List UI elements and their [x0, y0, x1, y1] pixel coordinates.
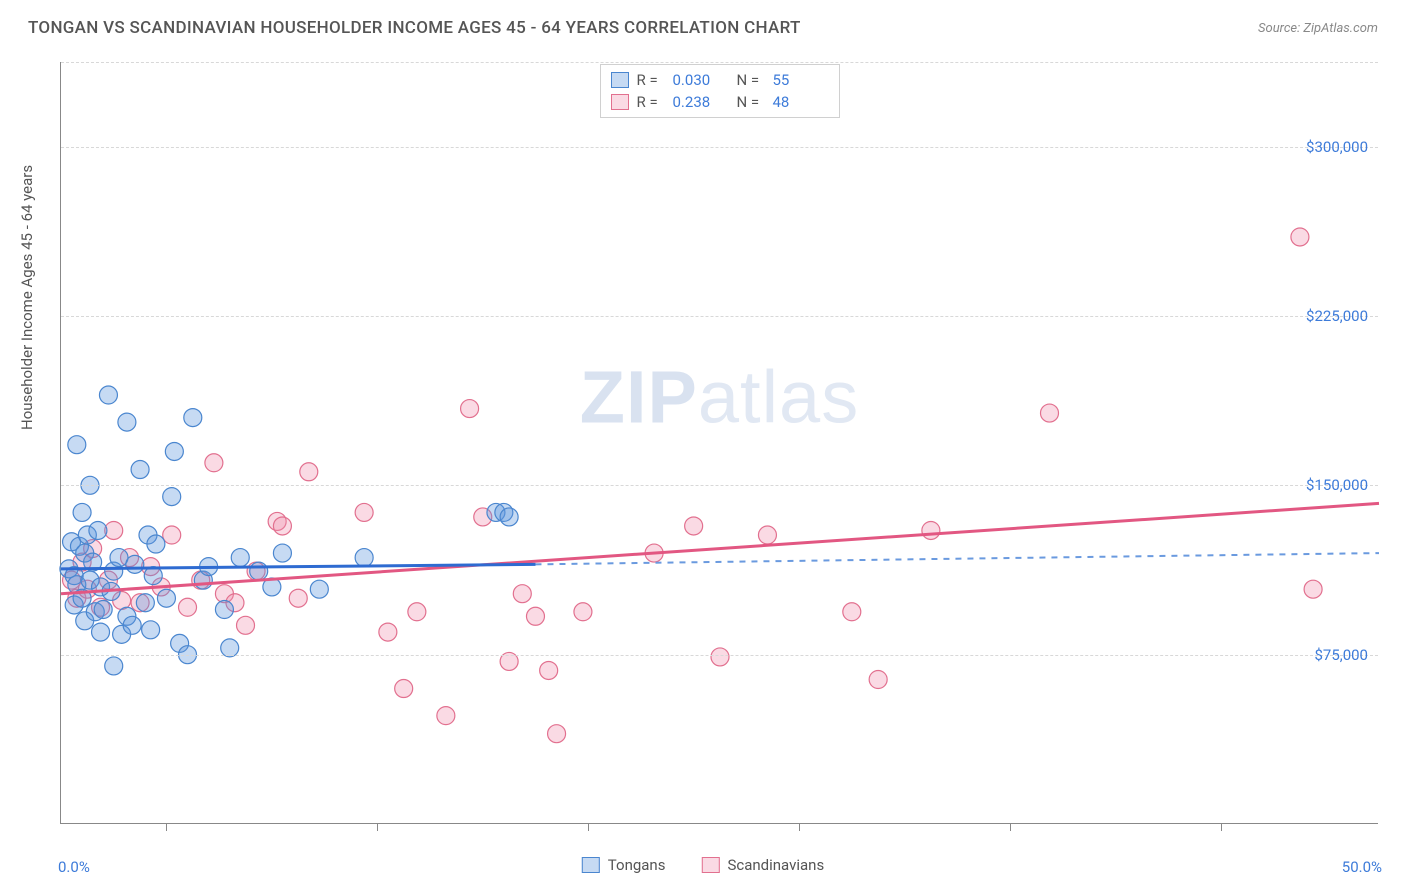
n-label: N = — [737, 71, 765, 89]
x-axis-min-label: 0.0% — [58, 858, 90, 876]
n-value: 48 — [773, 93, 829, 111]
x-tick — [588, 823, 589, 831]
gridline — [61, 485, 1378, 486]
gridline — [61, 62, 1378, 63]
x-tick — [377, 823, 378, 831]
trendline-pink — [61, 503, 1379, 593]
scatter-point-blue — [163, 488, 181, 506]
scatter-point-pink — [273, 517, 291, 535]
scatter-point-pink — [289, 589, 307, 607]
legend-swatch — [611, 72, 629, 88]
legend-series-item: Scandinavians — [701, 856, 824, 874]
r-label: R = — [637, 93, 665, 111]
legend-swatch — [701, 857, 719, 873]
scatter-point-blue — [142, 621, 160, 639]
legend-stats-row: R = 0.238 N = 48 — [611, 91, 829, 113]
scatter-point-pink — [548, 725, 566, 743]
scatter-point-pink — [355, 503, 373, 521]
scatter-point-pink — [437, 707, 455, 725]
scatter-point-blue — [310, 580, 328, 598]
y-tick-label: $225,000 — [1306, 307, 1368, 325]
scatter-point-pink — [163, 526, 181, 544]
legend-series-item: Tongans — [582, 856, 666, 874]
scatter-point-pink — [843, 603, 861, 621]
gridline — [61, 655, 1378, 656]
n-value: 55 — [773, 71, 829, 89]
scatter-point-blue — [250, 562, 268, 580]
scatter-point-blue — [94, 601, 112, 619]
scatter-point-blue — [126, 555, 144, 573]
scatter-point-pink — [237, 616, 255, 634]
scatter-point-pink — [922, 521, 940, 539]
scatter-point-pink — [526, 607, 544, 625]
y-axis-title: Householder Income Ages 45 - 64 years — [18, 165, 36, 430]
scatter-point-pink — [395, 680, 413, 698]
scatter-point-pink — [461, 400, 479, 418]
legend-stats-row: R = 0.030 N = 55 — [611, 69, 829, 91]
scatter-point-blue — [92, 623, 110, 641]
scatter-point-blue — [136, 594, 154, 612]
y-tick-label: $150,000 — [1306, 476, 1368, 494]
chart-plot-area: ZIPatlas R =0.030N =55R =0.238N =48 $75,… — [60, 62, 1378, 824]
y-tick-label: $75,000 — [1314, 646, 1368, 664]
y-tick-label: $300,000 — [1306, 138, 1368, 156]
scatter-point-blue — [105, 657, 123, 675]
scatter-point-blue — [89, 521, 107, 539]
scatter-point-pink — [513, 585, 531, 603]
scatter-point-pink — [711, 648, 729, 666]
r-label: R = — [637, 71, 665, 89]
scatter-point-blue — [231, 549, 249, 567]
scatter-point-blue — [99, 386, 117, 404]
scatter-point-blue — [123, 616, 141, 634]
n-label: N = — [737, 93, 765, 111]
legend-swatch — [611, 94, 629, 110]
scatter-point-pink — [869, 671, 887, 689]
scatter-point-blue — [215, 601, 233, 619]
gridline — [61, 316, 1378, 317]
scatter-point-pink — [379, 623, 397, 641]
scatter-point-blue — [147, 535, 165, 553]
legend-series: Tongans Scandinavians — [582, 856, 824, 874]
scatter-point-pink — [1041, 404, 1059, 422]
scatter-point-pink — [574, 603, 592, 621]
scatter-point-blue — [68, 436, 86, 454]
x-tick — [166, 823, 167, 831]
scatter-point-pink — [408, 603, 426, 621]
x-tick — [1221, 823, 1222, 831]
scatter-point-pink — [758, 526, 776, 544]
scatter-point-pink — [540, 661, 558, 679]
scatter-point-blue — [165, 442, 183, 460]
scatter-point-blue — [118, 413, 136, 431]
scatter-point-blue — [73, 503, 91, 521]
scatter-point-blue — [157, 589, 175, 607]
x-tick — [799, 823, 800, 831]
scatter-point-pink — [1304, 580, 1322, 598]
scatter-point-blue — [131, 461, 149, 479]
legend-series-label: Scandinavians — [727, 856, 824, 874]
legend-swatch — [582, 857, 600, 873]
source-credit: Source: ZipAtlas.com — [1258, 21, 1378, 36]
x-axis-max-label: 50.0% — [1342, 858, 1382, 876]
scatter-point-pink — [205, 454, 223, 472]
scatter-point-blue — [273, 544, 291, 562]
r-value: 0.030 — [673, 71, 729, 89]
legend-stats: R = 0.030 N = 55 R = 0.238 N = 48 — [600, 64, 840, 118]
scatter-point-pink — [179, 598, 197, 616]
gridline — [61, 147, 1378, 148]
scatter-point-blue — [184, 409, 202, 427]
x-tick — [1010, 823, 1011, 831]
scatter-point-pink — [685, 517, 703, 535]
chart-title: TONGAN VS SCANDINAVIAN HOUSEHOLDER INCOM… — [28, 18, 801, 38]
scatter-point-blue — [500, 508, 518, 526]
scatter-point-blue — [355, 549, 373, 567]
scatter-point-pink — [1291, 228, 1309, 246]
legend-series-label: Tongans — [608, 856, 666, 874]
r-value: 0.238 — [673, 93, 729, 111]
scatter-point-pink — [300, 463, 318, 481]
plot-svg — [61, 62, 1378, 823]
